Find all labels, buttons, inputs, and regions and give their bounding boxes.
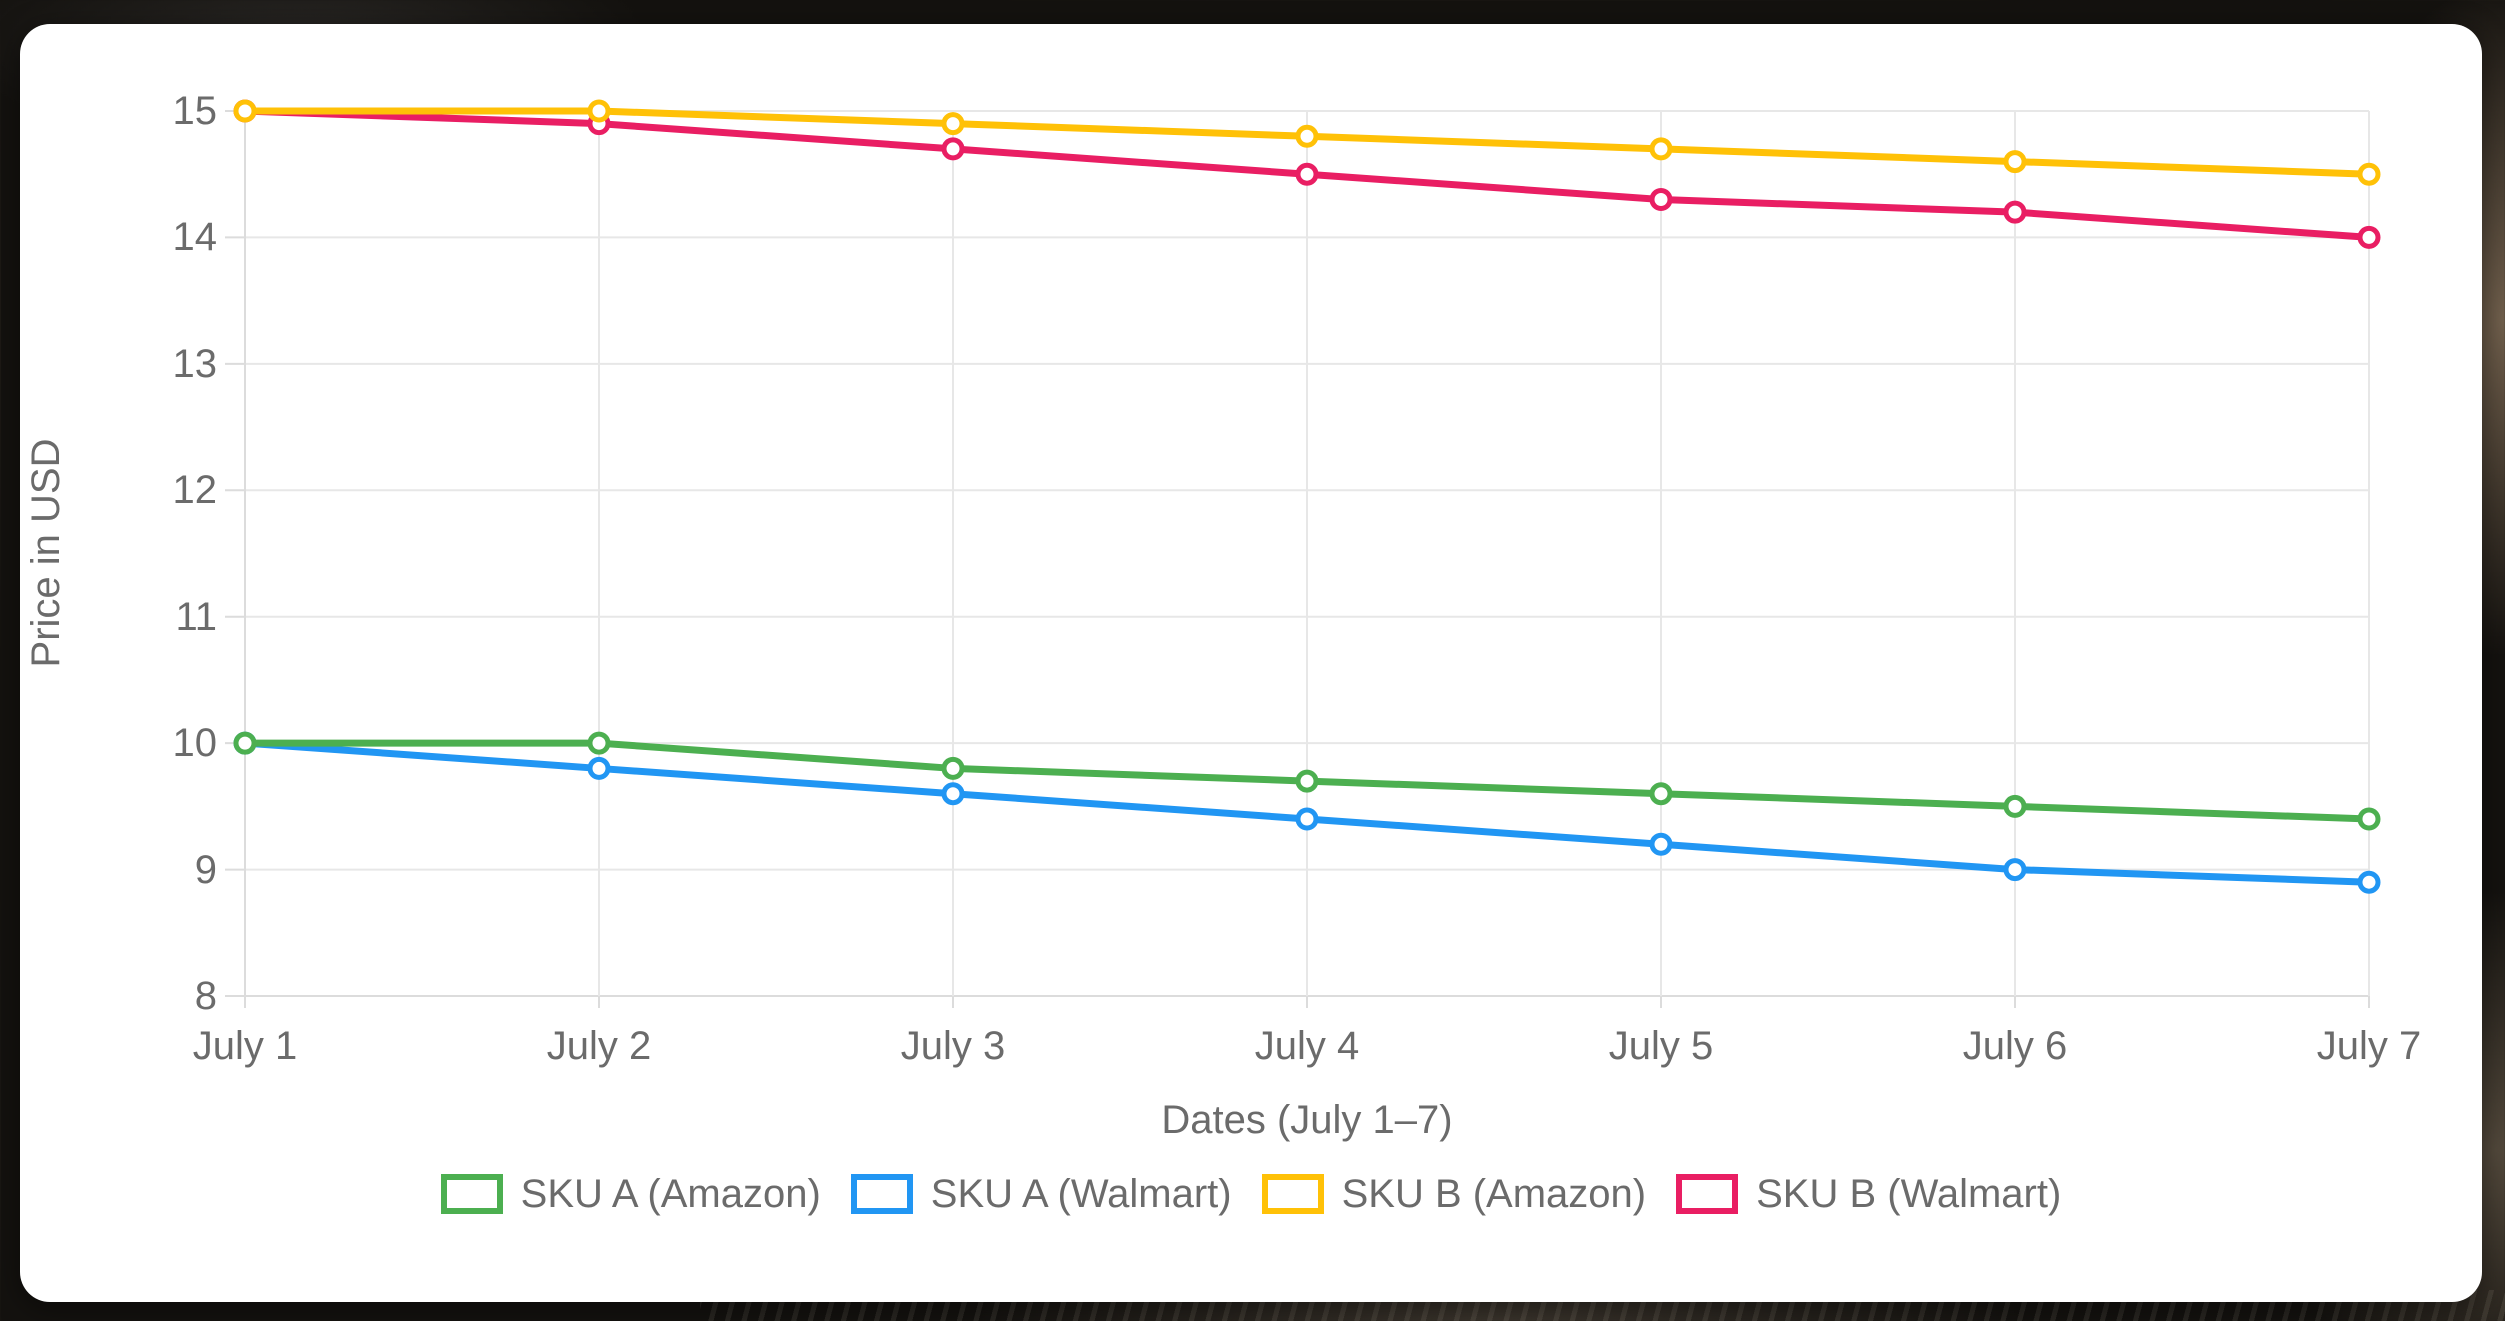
data-point[interactable]	[2003, 794, 2027, 818]
legend-swatch	[1261, 1174, 1324, 1214]
y-tick-label: 9	[194, 848, 217, 892]
legend-swatch	[1676, 1174, 1739, 1214]
data-point[interactable]	[233, 99, 257, 123]
data-point[interactable]	[587, 99, 611, 123]
chart-card: Price in USD 15 14 13 12 11 10 9 8 July …	[20, 24, 2482, 1302]
data-point[interactable]	[2357, 162, 2381, 186]
y-tick-label: 15	[172, 89, 218, 133]
x-tick-label: July 1	[192, 1024, 298, 1068]
data-point[interactable]	[587, 756, 611, 780]
data-point[interactable]	[2357, 807, 2381, 831]
legend-item-sku-a-walmart[interactable]: SKU A (Walmart)	[850, 1170, 1232, 1218]
legend-item-sku-a-amazon[interactable]: SKU A (Amazon)	[440, 1170, 821, 1218]
data-point[interactable]	[2003, 858, 2027, 882]
legend-label: SKU B (Walmart)	[1756, 1172, 2062, 1216]
data-point[interactable]	[1295, 162, 1319, 186]
data-point[interactable]	[941, 756, 965, 780]
data-point[interactable]	[941, 137, 965, 161]
data-point[interactable]	[1649, 832, 1673, 856]
x-tick-label: July 3	[900, 1024, 1006, 1068]
x-axis-title: Dates (July 1–7)	[1161, 1098, 1453, 1142]
data-point[interactable]	[1295, 769, 1319, 793]
y-tick-label: 10	[172, 721, 218, 765]
y-tick-label: 8	[194, 974, 217, 1018]
x-tick-label: July 5	[1608, 1024, 1714, 1068]
chart-canvas[interactable]	[20, 24, 2482, 1302]
x-tick-label: July 7	[2316, 1024, 2422, 1068]
legend-label: SKU A (Walmart)	[930, 1172, 1232, 1216]
legend-item-sku-b-amazon[interactable]: SKU B (Amazon)	[1261, 1170, 1647, 1218]
legend-item-sku-b-walmart[interactable]: SKU B (Walmart)	[1676, 1170, 2061, 1218]
y-tick-label: 13	[172, 342, 218, 386]
data-point[interactable]	[2003, 200, 2027, 224]
y-axis-title: Price in USD	[24, 438, 68, 668]
y-tick-label: 12	[172, 468, 218, 512]
data-point[interactable]	[941, 112, 965, 136]
legend-swatch	[850, 1174, 913, 1214]
x-tick-label: July 2	[546, 1024, 652, 1068]
y-tick-label: 14	[172, 215, 218, 259]
legend-swatch	[440, 1174, 503, 1214]
data-point[interactable]	[2003, 150, 2027, 174]
data-point[interactable]	[2357, 870, 2381, 894]
data-point[interactable]	[1295, 807, 1319, 831]
x-tick-label: July 6	[1962, 1024, 2068, 1068]
data-point[interactable]	[233, 731, 257, 755]
data-point[interactable]	[1649, 782, 1673, 806]
data-point[interactable]	[587, 731, 611, 755]
data-point[interactable]	[1649, 137, 1673, 161]
x-tick-label: July 4	[1254, 1024, 1360, 1068]
data-point[interactable]	[2357, 225, 2381, 249]
data-point[interactable]	[1649, 188, 1673, 211]
y-tick-label: 11	[175, 595, 217, 639]
legend-label: SKU B (Amazon)	[1341, 1172, 1647, 1216]
chart-legend: SKU A (Amazon) SKU A (Walmart) SKU B (Am…	[20, 1166, 2482, 1222]
legend-label: SKU A (Amazon)	[520, 1172, 821, 1216]
data-point[interactable]	[941, 782, 965, 806]
data-point[interactable]	[1295, 124, 1319, 148]
